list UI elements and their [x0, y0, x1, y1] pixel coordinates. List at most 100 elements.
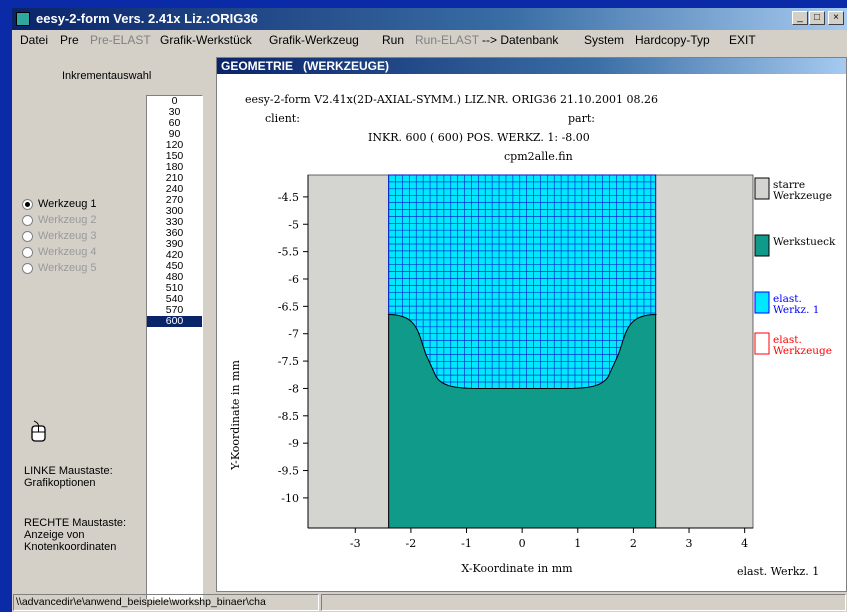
menu-datenbank[interactable]: --> Datenbank	[482, 33, 559, 47]
radio-icon[interactable]	[22, 246, 33, 258]
increment-label: Inkrementauswahl	[62, 70, 152, 82]
increment-item[interactable]: 150	[165, 150, 184, 162]
radio-werkzeug-1[interactable]: Werkzeug 1	[22, 198, 97, 212]
x-tick-label: 4	[741, 537, 748, 550]
title-bar[interactable]: eesy-2-form Vers. 2.41x Liz.:ORIG36 _ □ …	[12, 8, 847, 30]
x-tick-label: 3	[686, 537, 693, 550]
y-tick-label: -10	[281, 492, 299, 505]
side-panel: Inkrementauswahl 0 30 60 90 120 150 180 210 240 2…	[12, 50, 215, 600]
filename-label: cpm2alle.fin	[504, 150, 573, 163]
increment-item[interactable]: 450	[165, 260, 184, 272]
legend-label: Werkstueck	[773, 236, 836, 248]
part-label: part:	[568, 112, 595, 125]
maximize-button[interactable]: □	[809, 11, 825, 25]
y-tick-label: -6	[288, 273, 299, 286]
y-tick-label: -6.5	[278, 300, 299, 313]
y-tick-label: -9.5	[278, 465, 299, 478]
increment-item[interactable]: 120	[165, 139, 184, 151]
y-tick-label: -8.5	[278, 410, 299, 423]
increment-list[interactable]: 0 30 60 90 120 150 180 210 240 270 300 330 360 390 420…	[146, 95, 203, 600]
right-mouse-line2: Knotenkoordinaten	[24, 541, 117, 553]
increment-item[interactable]: 0	[171, 95, 178, 107]
radio-icon[interactable]	[22, 198, 33, 210]
increment-item[interactable]: 540	[165, 293, 184, 305]
menu-run[interactable]: Run	[382, 33, 405, 47]
y-tick-label: -7.5	[278, 355, 299, 368]
menu-run-elast[interactable]: Run-ELAST	[415, 33, 480, 47]
legend-swatch	[754, 234, 770, 257]
x-tick-label: -1	[461, 537, 472, 550]
graphic-window-title: GEOMETRIE (WERKZEUGE)	[217, 58, 846, 74]
radio-label: Werkzeug 5	[38, 262, 97, 275]
radio-werkzeug-3[interactable]: Werkzeug 3	[22, 230, 97, 244]
increment-item[interactable]: 480	[165, 271, 184, 283]
menu-hardcopy-typ[interactable]: Hardcopy-Typ	[635, 33, 710, 47]
x-tick-label: 0	[519, 537, 526, 550]
app-icon[interactable]	[16, 12, 30, 26]
status-bar: \\advancedir\e\anwend_beispiele\workshp_…	[12, 593, 847, 612]
y-tick-label: -5.5	[278, 246, 299, 259]
minimize-button[interactable]: _	[792, 11, 808, 25]
geometry-plot[interactable]: eesy-2-form V2.41x(2D-AXIAL-SYMM.) LIZ.N…	[217, 75, 846, 591]
left-rigid-tool	[307, 174, 390, 529]
radio-werkzeug-2[interactable]: Werkzeug 2	[22, 214, 97, 228]
increment-item[interactable]: 90	[168, 128, 181, 140]
x-tick-label: -3	[350, 537, 361, 550]
status-path: \\advancedir\e\anwend_beispiele\workshp_…	[13, 594, 319, 611]
app-window: eesy-2-form Vers. 2.41x Liz.:ORIG36 _ □ …	[12, 8, 847, 612]
right-mouse-title: RECHTE Maustaste:	[24, 517, 127, 529]
increment-item[interactable]: 420	[165, 249, 184, 261]
x-axis-label: X-Koordinate in mm	[461, 562, 573, 575]
radio-icon[interactable]	[22, 214, 33, 226]
increment-item[interactable]: 360	[165, 227, 184, 239]
increment-item[interactable]: 300	[165, 205, 184, 217]
legend-swatch	[754, 291, 770, 314]
menu-datei[interactable]: Datei	[20, 33, 49, 47]
x-tick-label: -2	[406, 537, 417, 550]
increment-item[interactable]: 330	[165, 216, 184, 228]
menu-pre-elast[interactable]: Pre-ELAST	[90, 33, 151, 47]
increment-item[interactable]: 60	[168, 117, 181, 129]
legend-label: elast.	[773, 293, 802, 305]
menu-pre[interactable]: Pre	[60, 33, 79, 47]
menu-grafik-werkstueck[interactable]: Grafik-Werkstück	[160, 33, 252, 47]
increment-item[interactable]: 210	[165, 172, 184, 184]
right-rigid-tool	[655, 174, 754, 529]
close-button[interactable]: ×	[828, 11, 844, 25]
radio-label: Werkzeug 2	[38, 214, 97, 227]
menu-grafik-werkzeug[interactable]: Grafik-Werkzeug	[269, 33, 359, 47]
workpiece-region	[387, 314, 657, 529]
increment-item[interactable]: 570	[165, 304, 184, 316]
radio-werkzeug-5[interactable]: Werkzeug 5	[22, 262, 97, 276]
menu-system[interactable]: System	[584, 33, 625, 47]
x-tick-label: 2	[630, 537, 637, 550]
radio-icon[interactable]	[22, 262, 33, 274]
header-line-3: INKR. 600 ( 600) POS. WERKZ. 1: -8.00	[368, 131, 590, 144]
client-label: client:	[265, 112, 300, 125]
y-tick-label: -7	[288, 328, 299, 341]
graphic-window[interactable]: GEOMETRIE (WERKZEUGE) eesy-2-form V2.41x…	[216, 57, 847, 592]
radio-werkzeug-4[interactable]: Werkzeug 4	[22, 246, 97, 260]
legend-label: Werkz. 1	[773, 304, 819, 316]
left-mouse-title: LINKE Maustaste:	[24, 465, 113, 477]
legend-swatch	[754, 177, 770, 200]
increment-item[interactable]: 240	[165, 183, 184, 195]
increment-item[interactable]: 510	[165, 282, 184, 294]
increment-item[interactable]: 390	[165, 238, 184, 250]
legend-label: Werkzeuge	[773, 190, 832, 202]
y-tick-label: -9	[288, 437, 299, 450]
y-tick-label: -4.5	[278, 191, 299, 204]
increment-item[interactable]: 30	[168, 106, 181, 118]
menu-exit[interactable]: EXIT	[729, 33, 756, 47]
radio-icon[interactable]	[22, 230, 33, 242]
left-mouse-text: Grafikoptionen	[24, 477, 96, 489]
legend-swatch	[754, 332, 770, 355]
y-tick-label: -5	[288, 218, 299, 231]
radio-label: Werkzeug 1	[38, 198, 97, 211]
window-title: eesy-2-form Vers. 2.41x Liz.:ORIG36	[36, 11, 258, 26]
increment-item[interactable]: 600	[147, 316, 202, 327]
legend-label: Werkzeuge	[773, 345, 832, 357]
increment-item[interactable]: 180	[165, 161, 184, 173]
increment-item[interactable]: 270	[165, 194, 184, 206]
right-mouse-line1: Anzeige von	[24, 529, 85, 541]
